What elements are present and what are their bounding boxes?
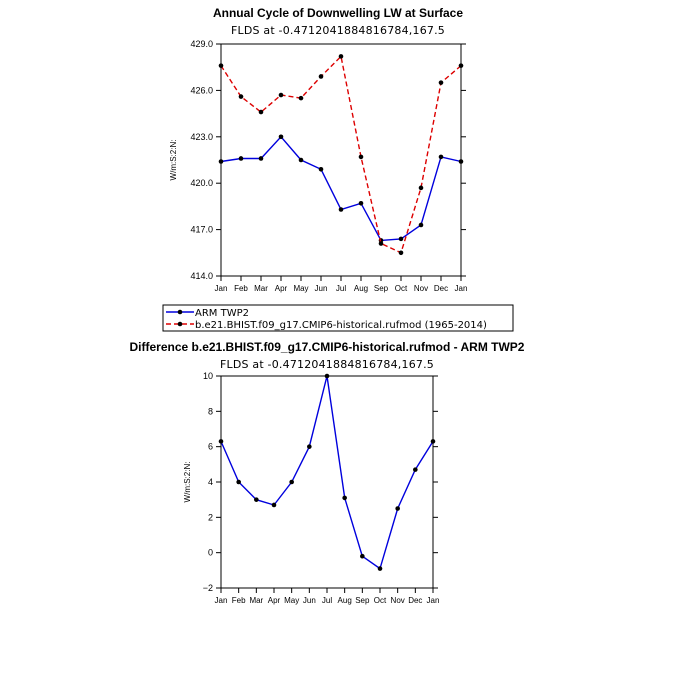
chart1-series-1-point <box>418 185 424 191</box>
chart2-xtick-label: Nov <box>391 596 405 605</box>
chart2-xtick-label: May <box>284 596 299 605</box>
chart1-xtick-label: Jul <box>336 284 346 293</box>
legend-marker-arm <box>177 309 183 315</box>
chart2-series-0-point <box>342 495 347 501</box>
chart1-series-0-point <box>458 159 464 164</box>
chart1-series-0-point <box>438 154 444 160</box>
chart1-ytick-label: 420.0 <box>190 178 213 188</box>
chart1-ytick-label: 423.0 <box>190 132 213 142</box>
chart2-series-0-point <box>289 479 294 485</box>
chart2-ytick-label: −2 <box>203 583 213 593</box>
chart1-ylabel: W/m:S:2:N: <box>169 140 178 181</box>
chart1-ytick-label: 426.0 <box>190 85 213 95</box>
chart1-series-1-point <box>358 154 364 160</box>
chart1-series-0-line <box>220 135 462 242</box>
chart1-series-1-point <box>438 80 444 85</box>
chart1-ytick-label: 429.0 <box>190 39 213 49</box>
chart1-series-0-point <box>238 156 244 161</box>
chart1-series-0-point <box>398 236 404 242</box>
chart2-frame <box>220 375 434 589</box>
chart2-plot: −2 0 2 4 6 8 10 Jan Feb Mar Apr May Jun Jul Aug Sep Oct N… <box>203 371 440 605</box>
chart1-series-1-point <box>378 241 384 246</box>
chart1-xtick-label: Sep <box>374 284 389 293</box>
chart2-title: Difference b.e21.BHIST.f09_g17.CMIP6-his… <box>130 340 525 354</box>
chart1-series-1-point <box>318 74 324 79</box>
chart1-xtick-label: Apr <box>275 284 288 293</box>
chart2-series-0-point <box>218 439 224 444</box>
chart2-series-0-point <box>360 553 365 559</box>
chart1-series-0-point <box>278 134 284 140</box>
chart1-series-1-point <box>458 63 464 68</box>
chart1-series-0-point <box>418 222 424 228</box>
chart1-frame <box>220 43 462 277</box>
chart1-series-1-point <box>258 109 264 115</box>
chart1-series-0-point <box>298 157 304 163</box>
chart2-xtick-label: Apr <box>268 596 281 605</box>
chart2-ytick-label: 2 <box>208 512 213 522</box>
chart2-series-0-point <box>377 566 383 571</box>
chart1-series-1-point <box>298 95 304 101</box>
chart1-series-0-point <box>358 201 364 206</box>
legend-marker-model <box>177 321 183 327</box>
chart2-ytick-label: 10 <box>203 371 213 381</box>
chart2-xtick-label: Jun <box>303 596 316 605</box>
chart1-xtick-label: Dec <box>434 284 448 293</box>
chart1-subtitle: FLDS at -0.4712041884816784,167.5 <box>231 24 445 37</box>
chart2-series-0-point <box>271 502 277 508</box>
chart1-series-1-point <box>398 250 404 256</box>
chart1-series-1-line <box>220 54 462 254</box>
chart1-series-0-point <box>258 156 264 161</box>
chart2-series-0-point <box>430 439 436 444</box>
chart1-series-1-point <box>338 54 344 59</box>
chart2-series-0-point <box>395 506 400 511</box>
chart1-series-1-point <box>218 63 224 68</box>
chart1-series-0-point <box>218 159 224 164</box>
chart1-xtick-label: Oct <box>395 284 408 293</box>
chart1-xtick-label: Jun <box>315 284 328 293</box>
legend: ARM TWP2 b.e21.BHIST.f09_g17.CMIP6-histo… <box>162 304 514 332</box>
chart2-xtick-label: Jul <box>322 596 332 605</box>
chart1-xtick-label: May <box>293 284 308 293</box>
chart2-ylabel: W/m:S:2:N: <box>183 462 192 503</box>
chart2-series-0-point <box>307 444 312 449</box>
chart1-series-0-point <box>318 166 324 172</box>
chart1-series-1-point <box>278 92 284 98</box>
chart2-xtick-label: Sep <box>355 596 370 605</box>
chart2-ytick-label: 4 <box>208 477 213 487</box>
chart2-ytick-label: 6 <box>208 442 213 452</box>
chart2-xtick-label: Mar <box>249 596 263 605</box>
chart2-ytick-label: 0 <box>208 548 213 558</box>
chart2-xtick-label: Feb <box>232 596 246 605</box>
chart2-xtick-label: Jan <box>215 596 228 605</box>
chart2-xtick-label: Aug <box>338 596 352 605</box>
chart1-series-0-point <box>338 207 344 212</box>
chart1-xtick-label: Aug <box>354 284 368 293</box>
chart1-xtick-label: Jan <box>455 284 468 293</box>
chart2-series-0-line <box>220 375 434 570</box>
chart2-series-0-point <box>236 479 241 485</box>
legend-label-model: b.e21.BHIST.f09_g17.CMIP6-historical.ruf… <box>195 320 487 331</box>
chart2-subtitle: FLDS at -0.4712041884816784,167.5 <box>220 358 434 371</box>
chart2-xtick-label: Jan <box>427 596 440 605</box>
chart2-xtick-label: Oct <box>374 596 387 605</box>
chart1-xtick-label: Mar <box>254 284 268 293</box>
chart2-series-0-point <box>413 467 418 472</box>
chart1-series-1-point <box>238 94 244 99</box>
chart1-plot: 414.0 417.0 420.0 423.0 426.0 429.0 Jan Feb Mar A… <box>190 39 467 293</box>
chart2-series-0-point <box>254 497 259 502</box>
legend-box <box>162 304 514 332</box>
chart1-xtick-label: Nov <box>414 284 428 293</box>
chart1-ytick-label: 417.0 <box>190 225 213 235</box>
chart1-title: Annual Cycle of Downwelling LW at Surfac… <box>213 6 463 20</box>
legend-label-arm: ARM TWP2 <box>195 308 249 319</box>
chart1-ytick-label: 414.0 <box>190 271 213 281</box>
chart2-xtick-label: Dec <box>408 596 422 605</box>
chart2-series-0-point <box>324 373 330 379</box>
chart1-xtick-label: Feb <box>234 284 248 293</box>
chart1-xtick-label: Jan <box>215 284 228 293</box>
chart2-ytick-label: 8 <box>208 406 213 416</box>
